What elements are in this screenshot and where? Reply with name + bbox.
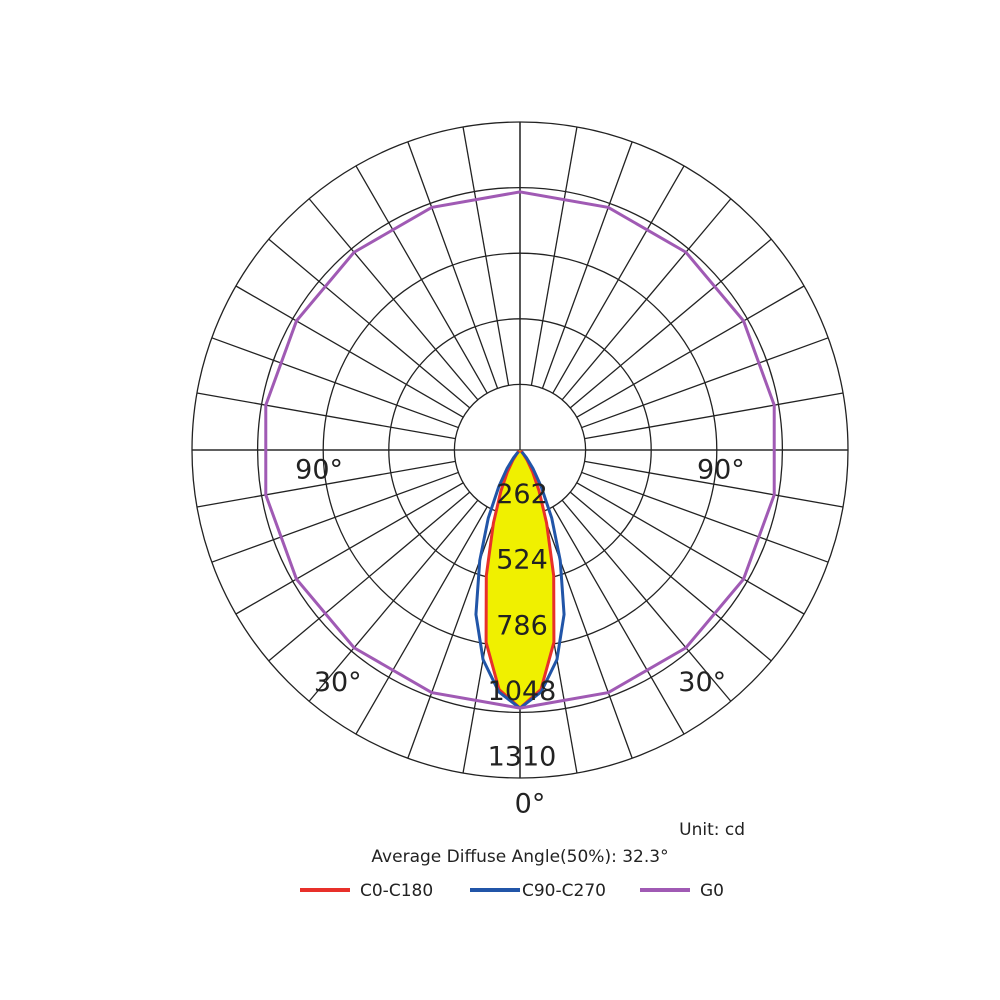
grid-ring	[256, 186, 784, 714]
legend-label: G0	[700, 881, 724, 901]
grid-ring	[191, 121, 849, 779]
r-tick-label: 786	[496, 610, 548, 641]
r-tick-label: 1310	[488, 742, 557, 773]
angle-tick-label: 0°	[515, 789, 546, 820]
angle-tick-label: 30°	[314, 667, 362, 698]
legend-label: C90-C270	[522, 881, 606, 901]
note: Average Diffuse Angle(50%): 32.3°	[371, 847, 668, 867]
angle-tick-label: 90°	[697, 455, 745, 486]
legend-label: C0-C180	[360, 881, 433, 901]
r-tick-label: 524	[496, 545, 548, 576]
beam-fill	[486, 450, 554, 709]
angle-tick-label: 30°	[678, 667, 726, 698]
unit-label: Unit: cd	[679, 820, 745, 840]
r-tick-label: 1048	[488, 676, 557, 707]
angle-tick-label: 90°	[295, 455, 343, 486]
r-tick-label: 262	[496, 479, 548, 510]
series-line	[264, 190, 776, 710]
